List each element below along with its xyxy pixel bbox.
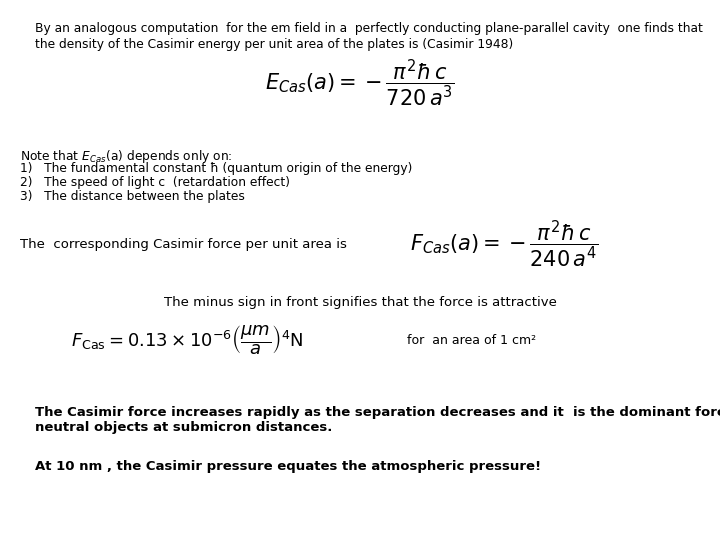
Text: $E_{Cas}(a) = -\dfrac{\pi^2\hbar\, c}{720\, a^3}$: $E_{Cas}(a) = -\dfrac{\pi^2\hbar\, c}{72… <box>265 58 455 110</box>
Text: $F_{Cas}(a) = -\dfrac{\pi^2\hbar\, c}{240\, a^4}$: $F_{Cas}(a) = -\dfrac{\pi^2\hbar\, c}{24… <box>410 218 598 270</box>
Text: the density of the Casimir energy per unit area of the plates is (Casimir 1948): the density of the Casimir energy per un… <box>35 38 513 51</box>
Text: The  corresponding Casimir force per unit area is: The corresponding Casimir force per unit… <box>20 238 347 251</box>
Text: The Casimir force increases rapidly as the separation decreases and it  is the d: The Casimir force increases rapidly as t… <box>35 406 720 419</box>
Text: neutral objects at submicron distances.: neutral objects at submicron distances. <box>35 421 332 434</box>
Text: Note that $E_{Cas}$(a) depends only on:: Note that $E_{Cas}$(a) depends only on: <box>20 148 233 165</box>
Text: 2)   The speed of light c  (retardation effect): 2) The speed of light c (retardation eff… <box>20 176 290 189</box>
Text: 3)   The distance between the plates: 3) The distance between the plates <box>20 190 245 203</box>
Text: The minus sign in front signifies that the force is attractive: The minus sign in front signifies that t… <box>163 296 557 309</box>
Text: By an analogous computation  for the em field in a  perfectly conducting plane-p: By an analogous computation for the em f… <box>35 22 703 35</box>
Text: At 10 nm , the Casimir pressure equates the atmospheric pressure!: At 10 nm , the Casimir pressure equates … <box>35 460 541 473</box>
Text: 1)   The fundamental constant ħ (quantum origin of the energy): 1) The fundamental constant ħ (quantum o… <box>20 162 413 175</box>
Text: $F_{\mathrm{Cas}} = 0.13 \times 10^{-6}\left(\dfrac{\mu m}{a}\right)^{4}\mathrm{: $F_{\mathrm{Cas}} = 0.13 \times 10^{-6}\… <box>71 323 303 357</box>
Text: for  an area of 1 cm²: for an area of 1 cm² <box>407 334 536 347</box>
